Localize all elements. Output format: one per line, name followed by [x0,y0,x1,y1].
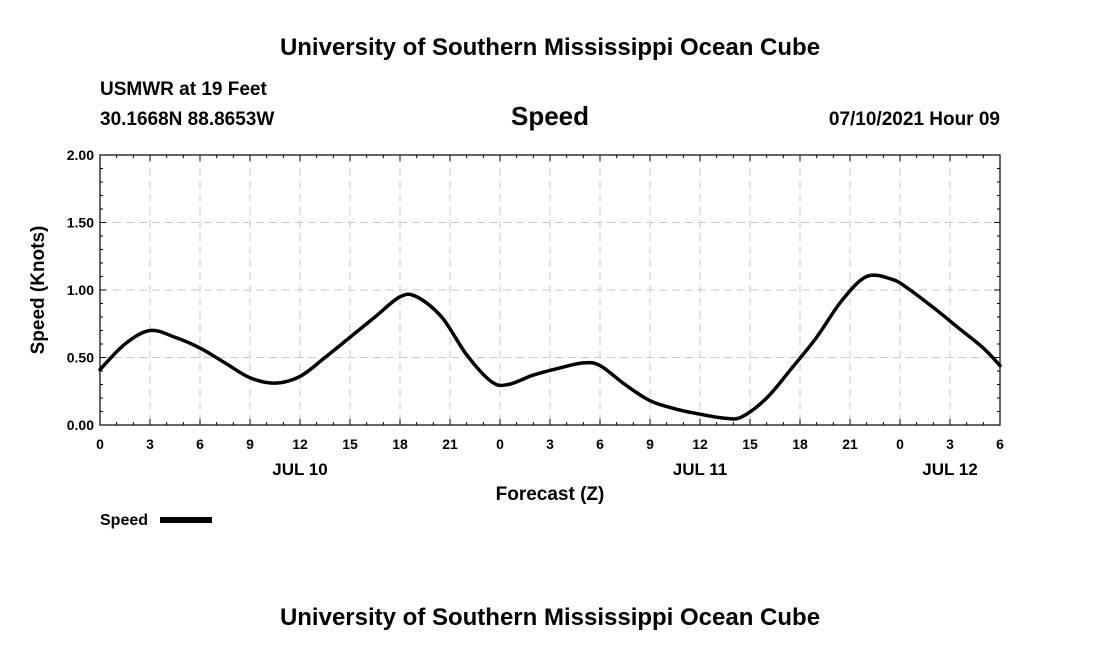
x-tick-label: 9 [646,436,654,452]
chart-title: Speed [511,101,589,131]
legend-label: Speed [100,512,148,529]
x-axis-label: Forecast (Z) [496,484,605,505]
date-label: JUL 10 [272,460,327,479]
x-tick-label: 12 [692,436,708,452]
series-line-speed [98,273,1002,421]
footer-title: University of Southern Mississippi Ocean… [280,604,820,631]
x-tick-labels: 0 3 6 9 12 15 18 21 0 3 6 9 12 15 18 21 0 3 6 [96,436,1004,452]
date-label: JUL 12 [922,460,977,479]
x-tick-label: 3 [146,436,154,452]
y-tick-label: 1.00 [67,282,94,298]
date-labels: JUL 10 JUL 11 JUL 12 [272,460,977,479]
y-tick-label: 0.00 [67,417,94,433]
x-tick-label: 0 [896,436,904,452]
x-tick-label: 21 [842,436,858,452]
x-tick-label: 15 [742,436,758,452]
x-tick-label: 21 [442,436,458,452]
x-tick-label: 6 [996,436,1004,452]
y-axis-label: Speed (Knots) [28,226,49,355]
x-tick-label: 6 [196,436,204,452]
series-layer [98,273,1002,421]
x-tick-label: 9 [246,436,254,452]
grid-lines [100,155,1000,425]
y-tick-label: 1.50 [67,215,94,231]
y-tick-label: 2.00 [67,147,94,163]
x-tick-label: 3 [946,436,954,452]
page-title: University of Southern Mississippi Ocean… [280,34,820,61]
x-tick-label: 0 [496,436,504,452]
x-tick-label: 6 [596,436,604,452]
x-tick-label: 18 [792,436,808,452]
x-tick-label: 12 [292,436,308,452]
legend: Speed [100,512,212,529]
timestamp-label: 07/10/2021 Hour 09 [829,109,1000,130]
station-label: USMWR at 19 Feet [100,79,267,100]
plot-frame [99,154,1001,426]
x-tick-label: 3 [546,436,554,452]
y-tick-label: 0.50 [67,350,94,366]
x-tick-label: 18 [392,436,408,452]
x-tick-label: 15 [342,436,358,452]
coordinates-label: 30.1668N 88.8653W [100,109,274,130]
y-tick-labels: 0.00 0.50 1.00 1.50 2.00 [67,147,94,433]
x-tick-label: 0 [96,436,104,452]
date-label: JUL 11 [673,460,728,479]
